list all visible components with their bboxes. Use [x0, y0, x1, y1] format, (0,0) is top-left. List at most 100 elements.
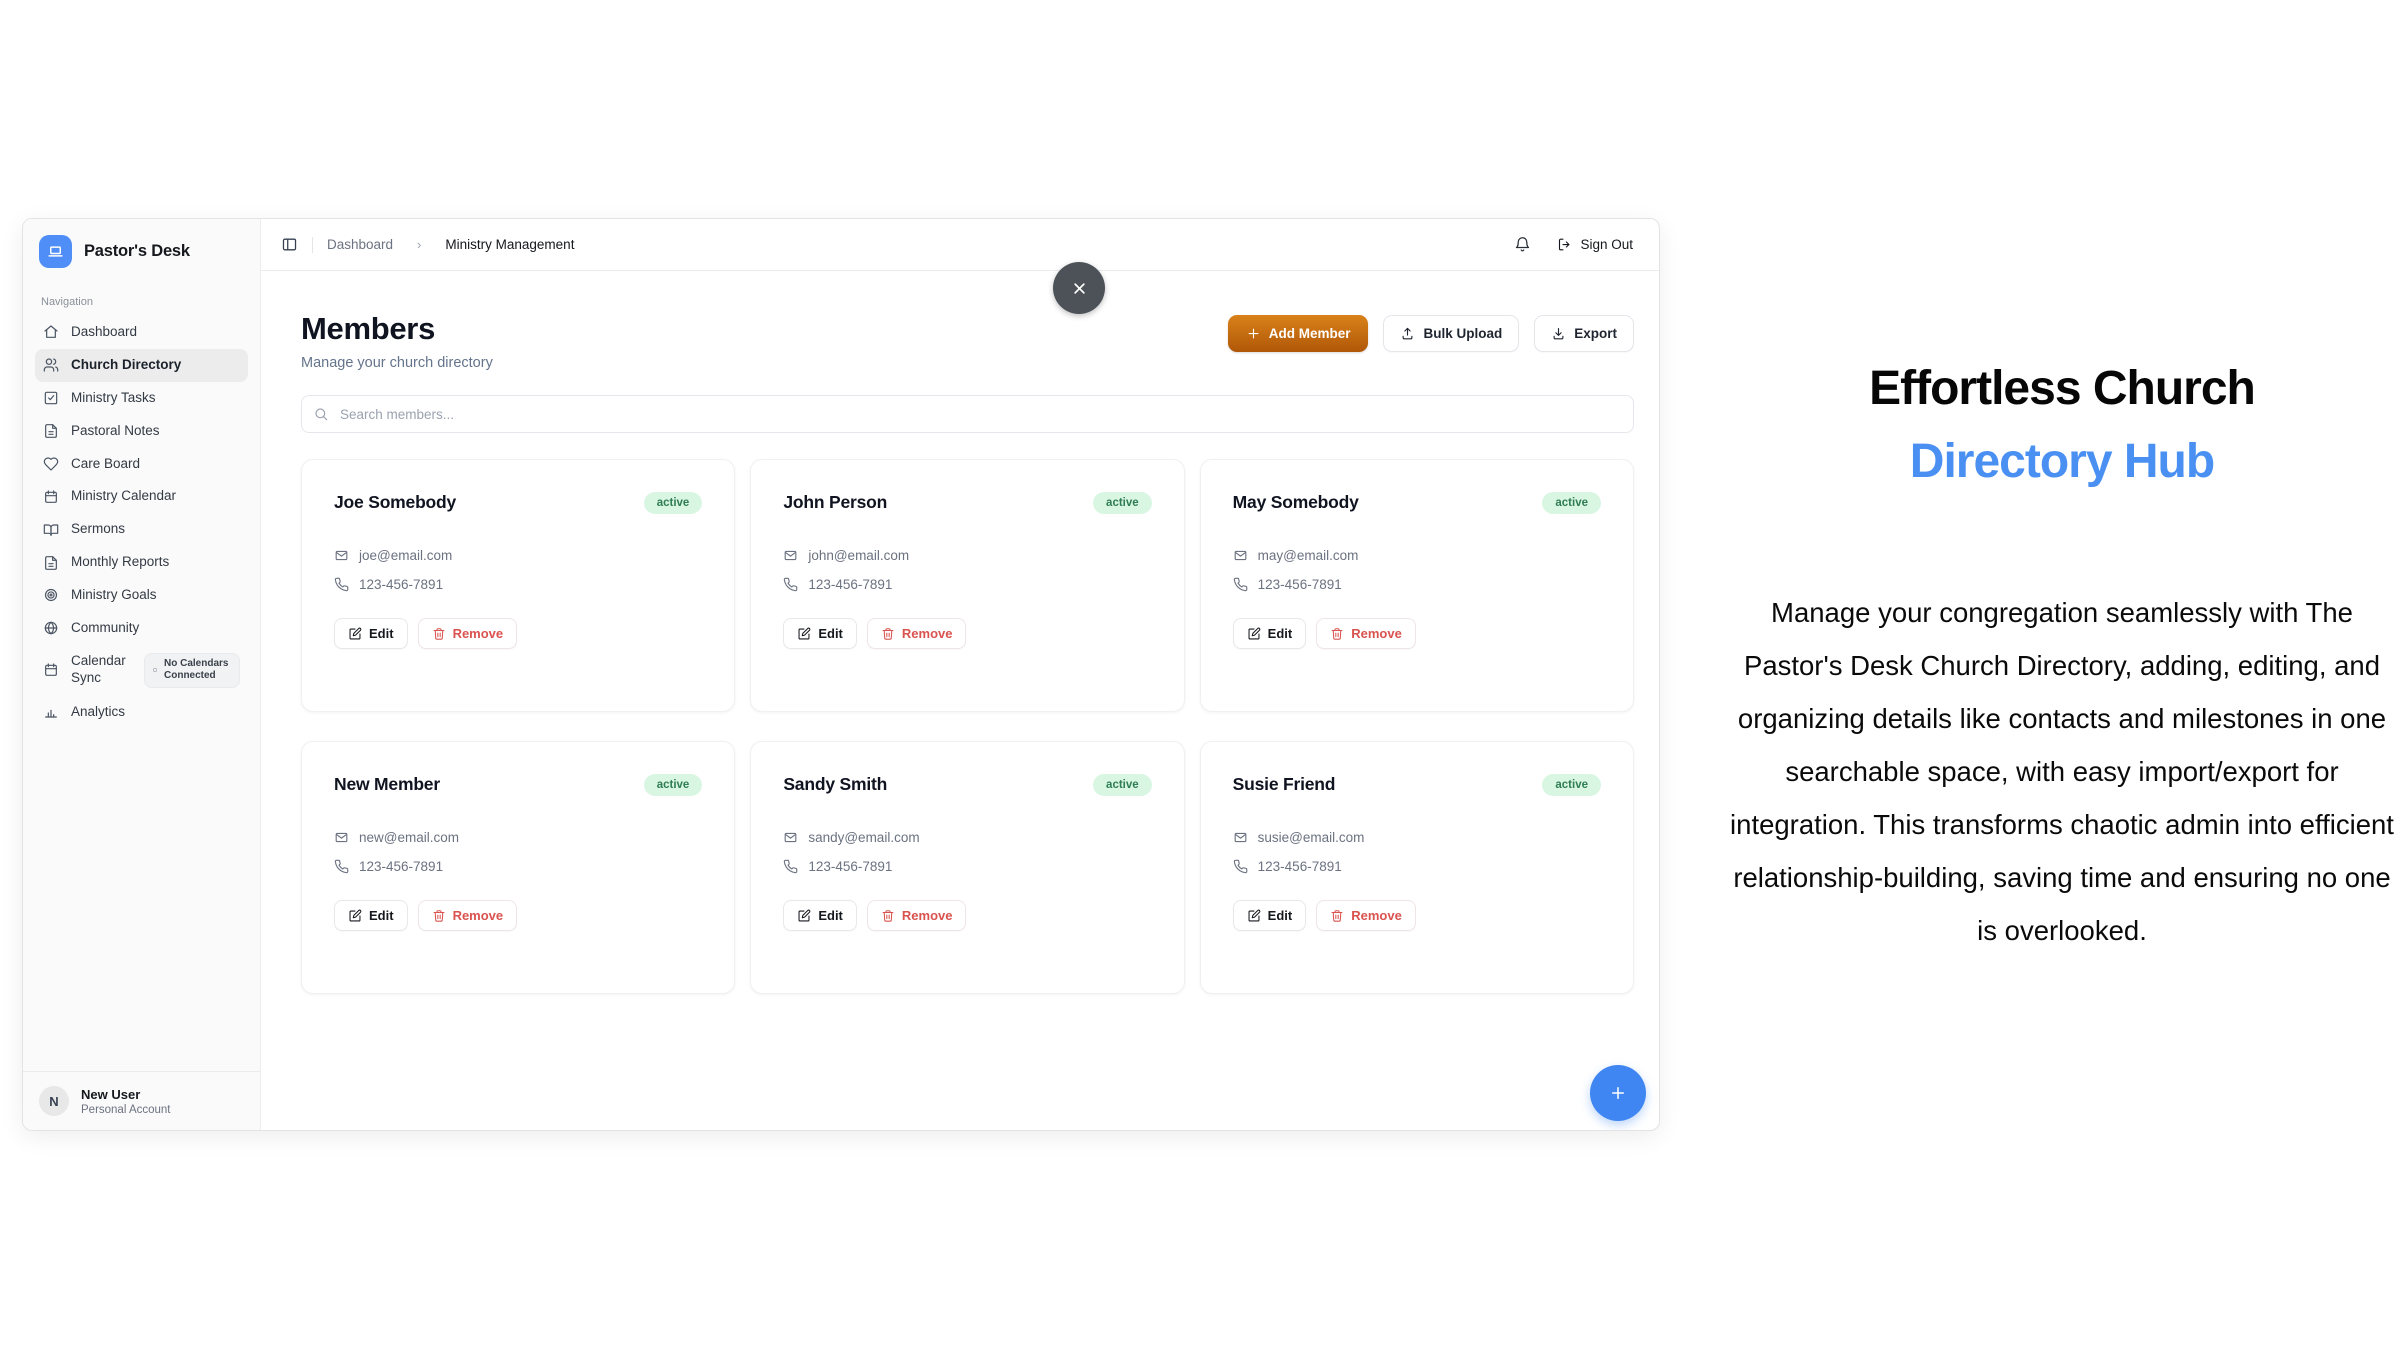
- remove-button[interactable]: Remove: [866, 900, 967, 931]
- notifications-button[interactable]: [1514, 236, 1531, 253]
- home-icon: [43, 324, 59, 340]
- sidebar-item-ministry-tasks[interactable]: Ministry Tasks: [35, 382, 248, 415]
- trash-icon: [881, 909, 895, 923]
- add-member-button[interactable]: Add Member: [1227, 315, 1369, 352]
- edit-button[interactable]: Edit: [783, 618, 857, 649]
- member-name: May Somebody: [1232, 492, 1359, 512]
- sidebar-item-care-board[interactable]: Care Board: [35, 448, 248, 481]
- edit-label: Edit: [818, 908, 843, 923]
- book-open-icon: [43, 522, 59, 538]
- sidebar-item-monthly-reports[interactable]: Monthly Reports: [35, 546, 248, 579]
- close-button[interactable]: [1053, 262, 1105, 314]
- member-name: John Person: [783, 492, 888, 512]
- member-card: Sandy Smith active sandy@email.com 123-4…: [750, 741, 1185, 994]
- card-details: john@email.com 123-456-7891: [783, 548, 1151, 592]
- topbar: Dashboard › Ministry Management Sign Out: [261, 219, 1659, 271]
- no-calendars-badge-text: No Calendars Connected: [164, 657, 229, 682]
- sign-out-button[interactable]: Sign Out: [1557, 237, 1633, 252]
- marketing-title: Effortless Church Directory Hub: [1686, 352, 2400, 498]
- user-name: New User: [81, 1086, 141, 1102]
- sidebar-item-dashboard[interactable]: Dashboard: [35, 316, 248, 349]
- breadcrumb-separator: ›: [417, 237, 422, 252]
- sidebar-item-ministry-goals[interactable]: Ministry Goals: [35, 579, 248, 612]
- edit-icon: [797, 627, 811, 641]
- sidebar-toggle-button[interactable]: [281, 236, 298, 253]
- member-name: New Member: [334, 774, 440, 794]
- sidebar-item-ministry-calendar[interactable]: Ministry Calendar: [35, 480, 248, 513]
- remove-label: Remove: [901, 908, 953, 923]
- sidebar: Pastor's Desk Navigation Dashboard Churc…: [23, 219, 261, 1130]
- export-button[interactable]: Export: [1534, 315, 1634, 352]
- search-icon: [313, 406, 329, 422]
- remove-button[interactable]: Remove: [417, 618, 518, 649]
- member-phone-text: 123-456-7891: [1257, 859, 1342, 874]
- member-email-text: new@email.com: [359, 830, 459, 845]
- phone-icon: [334, 577, 349, 592]
- sidebar-item-community[interactable]: Community: [35, 612, 248, 645]
- status-badge: active: [1542, 774, 1601, 796]
- status-badge: active: [1093, 774, 1152, 796]
- sidebar-item-calendar-sync[interactable]: Calendar Sync No Calendars Connected: [35, 645, 248, 696]
- members-grid: Joe Somebody active joe@email.com 123-45…: [301, 459, 1634, 994]
- marketing-paragraph: Manage your congregation seamlessly with…: [1730, 597, 2394, 946]
- sidebar-item-sermons[interactable]: Sermons: [35, 513, 248, 546]
- heart-icon: [43, 456, 59, 472]
- search-input[interactable]: [301, 395, 1634, 433]
- edit-button[interactable]: Edit: [1232, 618, 1307, 649]
- edit-button[interactable]: Edit: [334, 618, 408, 649]
- member-phone: 123-456-7891: [1233, 859, 1601, 874]
- page-actions: Add Member Bulk Upload Export: [1227, 311, 1634, 352]
- floating-add-button[interactable]: [1590, 1065, 1646, 1121]
- breadcrumb-dashboard[interactable]: Dashboard: [327, 237, 394, 252]
- edit-icon: [348, 627, 362, 641]
- plus-icon: [1246, 326, 1261, 341]
- sidebar-item-church-directory[interactable]: Church Directory: [35, 348, 248, 382]
- upload-icon: [1400, 326, 1415, 341]
- user-info: New User Personal Account: [81, 1087, 171, 1116]
- phone-icon: [1233, 577, 1248, 592]
- remove-button[interactable]: Remove: [866, 618, 967, 649]
- trash-icon: [432, 627, 446, 641]
- edit-button[interactable]: Edit: [334, 900, 408, 931]
- card-actions: Edit Remove: [334, 618, 702, 649]
- page-head: Members Manage your church directory Add…: [301, 311, 1634, 371]
- page-subtitle: Manage your church directory: [301, 355, 493, 371]
- app-window: Pastor's Desk Navigation Dashboard Churc…: [22, 218, 1660, 1131]
- sidebar-item-pastoral-notes[interactable]: Pastoral Notes: [35, 415, 248, 448]
- mail-icon: [1233, 830, 1248, 845]
- card-actions: Edit Remove: [1232, 618, 1601, 649]
- calendar-icon: [43, 489, 59, 505]
- card-actions: Edit Remove: [783, 900, 1151, 931]
- remove-button[interactable]: Remove: [1316, 618, 1416, 649]
- no-calendars-badge: No Calendars Connected: [144, 652, 240, 688]
- bulk-upload-label: Bulk Upload: [1423, 326, 1503, 341]
- remove-button[interactable]: Remove: [1316, 900, 1416, 931]
- member-phone-text: 123-456-7891: [359, 859, 444, 874]
- user-account[interactable]: N New User Personal Account: [23, 1071, 260, 1130]
- mail-icon: [783, 830, 798, 845]
- add-member-label: Add Member: [1268, 326, 1351, 341]
- remove-button[interactable]: Remove: [417, 900, 518, 931]
- topbar-right: Sign Out: [1514, 236, 1633, 253]
- panel-left-icon: [281, 236, 298, 253]
- edit-button[interactable]: Edit: [783, 900, 857, 931]
- users-icon: [43, 357, 59, 373]
- members-page: Members Manage your church directory Add…: [261, 271, 1659, 994]
- sidebar-item-analytics[interactable]: Analytics: [35, 696, 248, 729]
- phone-icon: [783, 577, 798, 592]
- topbar-left: Dashboard › Ministry Management: [281, 236, 574, 253]
- bulk-upload-button[interactable]: Bulk Upload: [1383, 315, 1520, 352]
- card-details: may@email.com 123-456-7891: [1233, 548, 1601, 592]
- edit-label: Edit: [818, 626, 843, 641]
- edit-label: Edit: [1267, 908, 1293, 923]
- export-label: Export: [1574, 326, 1617, 341]
- breadcrumb-current: Ministry Management: [445, 237, 575, 252]
- member-email-text: susie@email.com: [1257, 830, 1365, 845]
- marketing-panel: Effortless Church Directory Hub Manage yo…: [1686, 352, 2400, 957]
- member-phone: 123-456-7891: [334, 859, 702, 874]
- plus-icon: [1609, 1084, 1627, 1102]
- edit-button[interactable]: Edit: [1232, 900, 1307, 931]
- card-details: susie@email.com 123-456-7891: [1233, 830, 1601, 874]
- card-header: New Member active: [334, 774, 703, 796]
- member-email-text: sandy@email.com: [808, 830, 920, 845]
